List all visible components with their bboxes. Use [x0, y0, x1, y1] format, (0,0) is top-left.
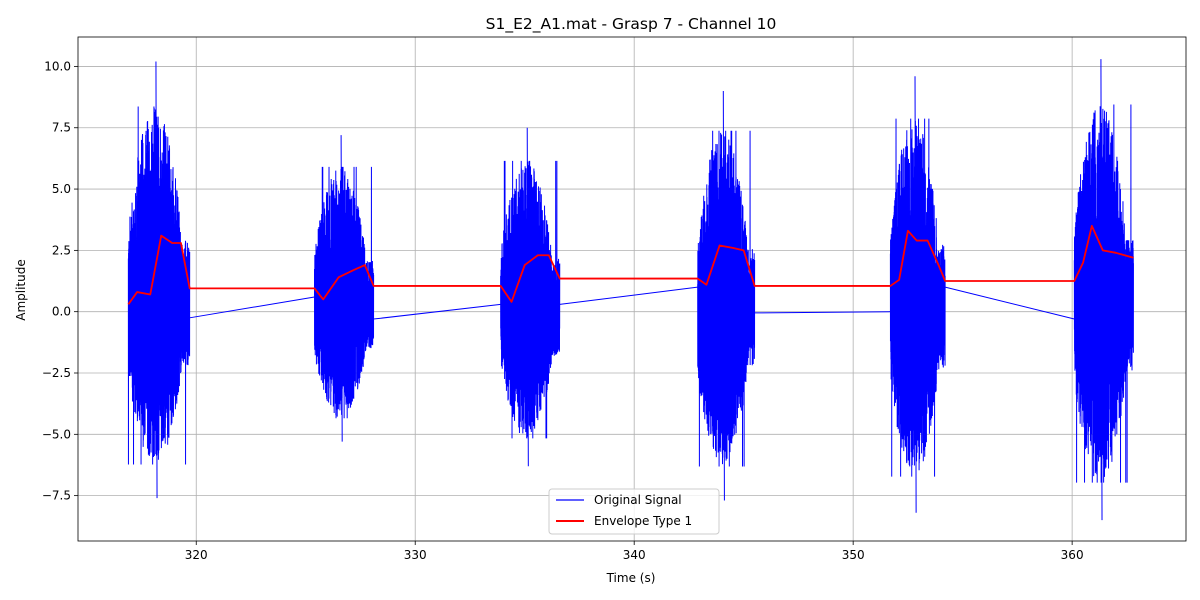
grid	[78, 37, 1186, 541]
original-signal-connector	[945, 286, 1075, 320]
y-tick-label: 10.0	[44, 59, 71, 73]
legend-label-envelope-type-1: Envelope Type 1	[594, 514, 692, 528]
x-tick-label: 330	[404, 548, 427, 562]
y-tick-label: 5.0	[52, 182, 71, 196]
chart-title: S1_E2_A1.mat - Grasp 7 - Channel 10	[486, 15, 777, 34]
legend-box	[548, 488, 720, 535]
legend: Original Signal Envelope Type 1	[548, 488, 720, 535]
original-signal-burst	[313, 135, 375, 442]
y-tick-label: 2.5	[52, 243, 71, 257]
x-tick-label: 360	[1061, 548, 1084, 562]
y-tick-label: −5.0	[42, 427, 71, 441]
original-signal-burst	[1073, 59, 1134, 521]
y-axis-label: Amplitude	[14, 259, 28, 321]
x-tick-label: 350	[842, 548, 865, 562]
original-signal-burst	[127, 61, 191, 499]
y-tick-label: 0.0	[52, 305, 71, 319]
plot-frame	[77, 36, 1187, 542]
original-signal-connector	[754, 311, 891, 314]
original-signal-connector	[373, 303, 501, 320]
original-signal-burst	[889, 76, 946, 513]
original-signal-connector	[559, 286, 698, 305]
x-axis-label: Time (s)	[606, 571, 656, 585]
y-tick-label: −7.5	[42, 489, 71, 503]
x-tick-label: 320	[185, 548, 208, 562]
y-tick-label: 7.5	[52, 121, 71, 135]
original-signal-burst	[500, 127, 561, 467]
x-tick-label: 340	[623, 548, 646, 562]
y-tick-label: −2.5	[42, 366, 71, 380]
original-signal-connector	[189, 296, 315, 319]
legend-label-original-signal: Original Signal	[594, 493, 682, 507]
envelope-type-1-line	[127, 224, 1134, 305]
original-signal-burst	[697, 90, 756, 501]
series-layer	[127, 59, 1134, 521]
x-axis-ticks: 320 330 340 350 360	[185, 541, 1084, 562]
plot-area	[77, 36, 1187, 542]
y-axis-ticks: −7.5 −5.0 −2.5 0.0 2.5 5.0 7.5 10.0	[42, 59, 78, 503]
